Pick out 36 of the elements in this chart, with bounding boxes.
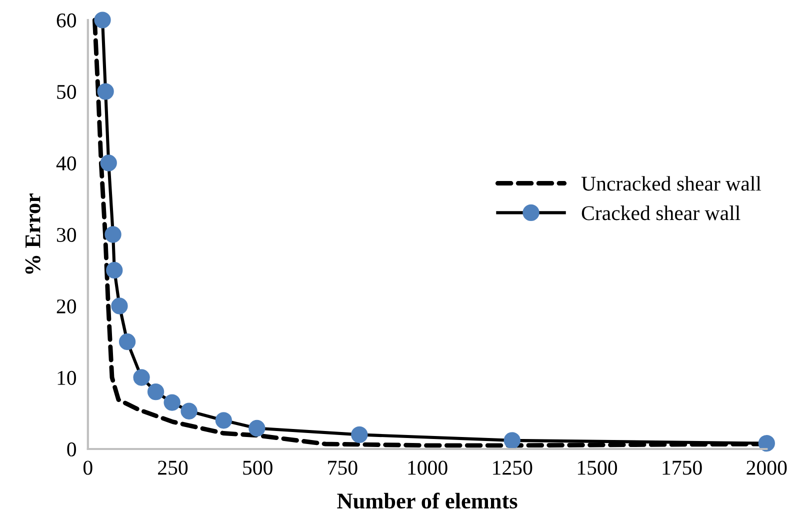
point [758,434,775,452]
y-tick-label: 30 [56,228,76,242]
point [94,12,111,28]
x-tick-label: 250 [158,460,188,475]
x-axis-title: Number of elemnts [337,492,518,509]
x-tick-label: 750 [328,460,358,475]
point [106,262,123,279]
point [111,298,128,314]
point [118,333,136,350]
x-tick-label: 2000 [746,460,787,475]
y-tick-label: 50 [57,84,76,99]
y-tick-label: 0 [67,442,76,456]
point [97,83,114,100]
legend-label: Cracked shear wall [582,206,740,220]
x-tick-label: 1000 [408,460,448,475]
y-tick-label: 60 [56,13,76,28]
point [215,412,232,429]
x-tick-label: 500 [243,460,272,475]
y-tick-label: 10 [58,370,76,385]
point [180,402,198,420]
y-tick-label: 20 [56,299,76,314]
point [164,394,180,411]
point [147,383,164,400]
point [133,369,150,386]
y-axis-title: % Error [25,194,40,274]
point [100,154,117,172]
y-tick-label: 40 [56,156,76,170]
point [104,226,122,243]
x-tick-label: 1500 [578,460,618,475]
x-tick-label: 1750 [662,460,702,475]
point [504,432,520,449]
x-tick-label: 1250 [493,460,532,475]
point [248,420,266,437]
x-tick-label: 0 [84,460,92,475]
legend-label: Uncracked shear wall [581,176,762,191]
point [351,426,368,444]
